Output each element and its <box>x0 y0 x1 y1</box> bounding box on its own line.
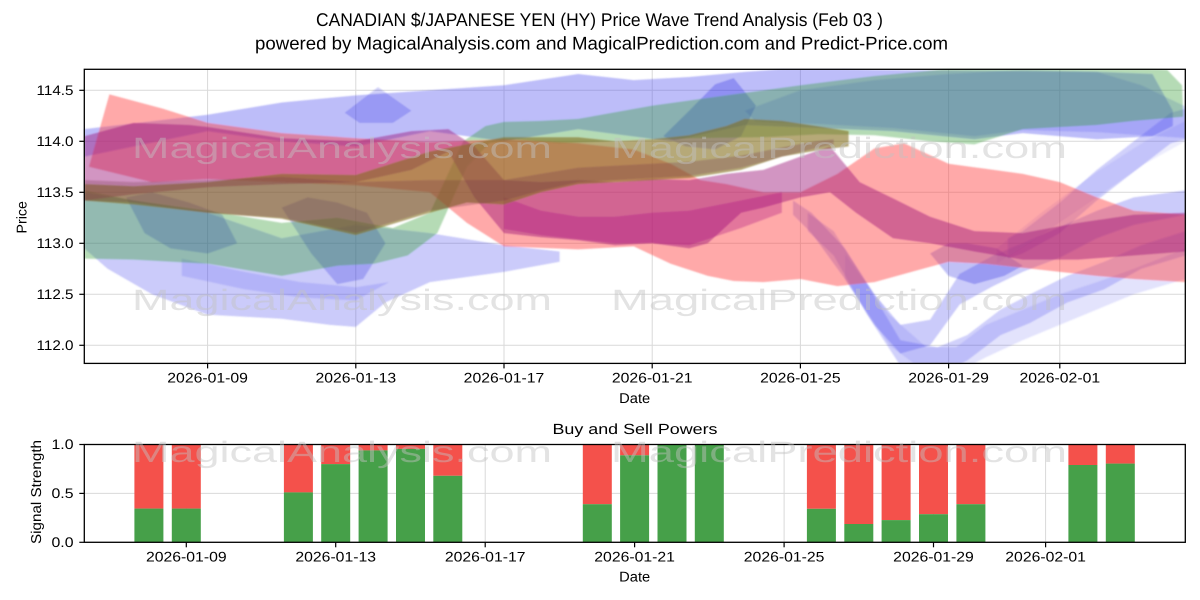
svg-text:2026-01-29: 2026-01-29 <box>893 549 974 565</box>
svg-text:2026-01-09: 2026-01-09 <box>167 369 248 385</box>
svg-text:2026-01-13: 2026-01-13 <box>316 369 397 385</box>
svg-text:2026-01-17: 2026-01-17 <box>464 369 545 385</box>
svg-text:2026-01-21: 2026-01-21 <box>612 369 693 385</box>
svg-text:2026-01-21: 2026-01-21 <box>594 549 675 565</box>
svg-text:2026-02-01: 2026-02-01 <box>1020 369 1101 385</box>
svg-text:MagicalPrediction.com: MagicalPrediction.com <box>611 132 1067 165</box>
svg-text:Buy and Sell Powers: Buy and Sell Powers <box>553 422 718 438</box>
svg-text:MagicalPrediction.com: MagicalPrediction.com <box>611 284 1067 317</box>
svg-text:MagicalAnalysis.com: MagicalAnalysis.com <box>132 436 552 469</box>
svg-text:2026-01-13: 2026-01-13 <box>295 549 376 565</box>
svg-text:Date: Date <box>619 570 650 586</box>
svg-text:2026-01-25: 2026-01-25 <box>760 369 841 385</box>
svg-text:Date: Date <box>619 391 650 407</box>
svg-text:112.5: 112.5 <box>37 286 74 302</box>
svg-text:0.0: 0.0 <box>52 534 74 550</box>
svg-text:1.0: 1.0 <box>52 436 74 452</box>
svg-text:2026-02-01: 2026-02-01 <box>1005 549 1086 565</box>
svg-text:114.5: 114.5 <box>37 82 74 98</box>
svg-text:114.0: 114.0 <box>37 133 74 149</box>
svg-text:113.0: 113.0 <box>37 235 74 251</box>
svg-text:MagicalAnalysis.com: MagicalAnalysis.com <box>132 284 552 317</box>
svg-text:CANADIAN $/JAPANESE YEN (HY) P: CANADIAN $/JAPANESE YEN (HY) Price Wave … <box>316 9 883 30</box>
svg-text:2026-01-29: 2026-01-29 <box>908 369 989 385</box>
svg-text:Signal Strength: Signal Strength <box>29 440 45 544</box>
svg-text:2026-01-25: 2026-01-25 <box>744 549 825 565</box>
svg-text:112.0: 112.0 <box>37 337 74 353</box>
svg-text:113.5: 113.5 <box>37 184 74 200</box>
svg-text:2026-01-09: 2026-01-09 <box>146 549 227 565</box>
svg-text:powered by MagicalAnalysis.com: powered by MagicalAnalysis.com and Magic… <box>255 32 948 53</box>
svg-text:2026-01-17: 2026-01-17 <box>445 549 526 565</box>
svg-text:0.5: 0.5 <box>52 485 74 501</box>
svg-text:Price: Price <box>15 201 31 233</box>
svg-text:MagicalAnalysis.com: MagicalAnalysis.com <box>132 132 552 165</box>
svg-text:MagicalPrediction.com: MagicalPrediction.com <box>611 436 1067 469</box>
